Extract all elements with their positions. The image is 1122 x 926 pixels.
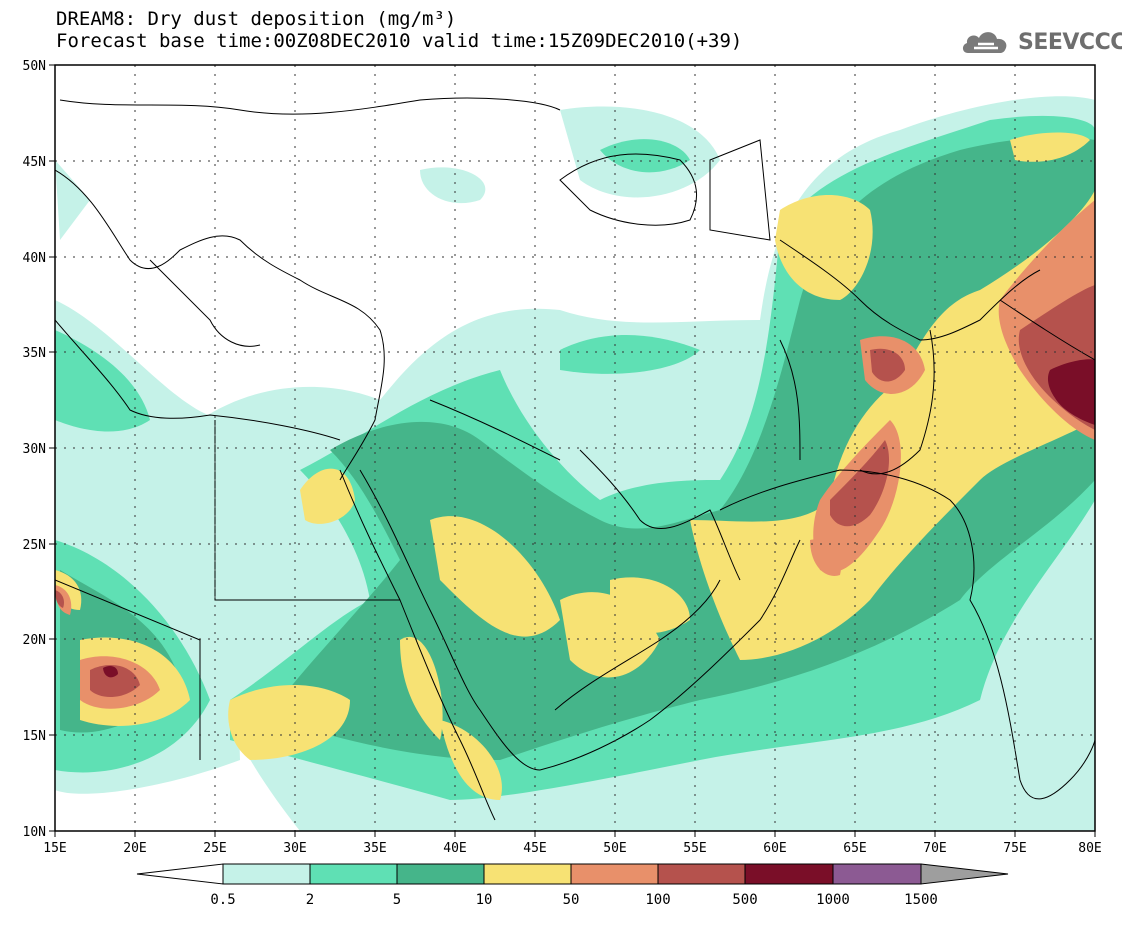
pakistan-border [859, 329, 935, 475]
borders [55, 97, 1095, 821]
iran-india-coast [719, 469, 1095, 800]
legend-swatch-1 [222, 863, 311, 885]
lat-label: 15N [23, 729, 46, 744]
graticule [55, 65, 1095, 831]
lon-label: 60E [763, 841, 786, 856]
legend-swatch-above [920, 863, 1009, 885]
red-sea-east-coast [359, 469, 541, 771]
lat-label: 10N [23, 825, 46, 840]
lat-label: 35N [23, 346, 46, 361]
red-sea-west-coast [339, 469, 496, 821]
lon-label: 15E [43, 841, 66, 856]
lon-label: 75E [1003, 841, 1026, 856]
legend-label: 1000 [816, 892, 850, 908]
legend-swatch-5 [570, 863, 659, 885]
legend-swatch-3 [396, 863, 485, 885]
mediterranean-coast-north [55, 169, 385, 481]
aral-region-border [709, 139, 771, 241]
lon-label: 25E [203, 841, 226, 856]
lon-label: 80E [1078, 841, 1101, 856]
north-africa-coast [55, 319, 341, 441]
logo-text: SEEVCCC [1018, 29, 1122, 55]
legend-swatch-6 [657, 863, 746, 885]
legend-label: 2 [306, 892, 314, 908]
legend-label: 0.5 [210, 892, 235, 908]
persian-gulf-coast [579, 449, 741, 581]
central-asia-border [779, 239, 1041, 341]
map-title: DREAM8: Dry dust deposition (mg/m³) [56, 8, 457, 30]
tick-marks [49, 64, 1096, 837]
lon-label: 40E [443, 841, 466, 856]
yemen-oman-border [554, 579, 721, 711]
dust-level-500 [103, 359, 1095, 678]
color-legend [136, 863, 1009, 885]
lon-label: 45E [523, 841, 546, 856]
lat-label: 25N [23, 538, 46, 553]
lon-label: 70E [923, 841, 946, 856]
iraq-border [429, 399, 561, 461]
lon-label: 55E [683, 841, 706, 856]
dust-field [55, 96, 1095, 831]
himalaya-border [999, 299, 1095, 361]
legend-labels: 0.5 2 5 10 50 100 500 1000 1500 [210, 892, 938, 908]
legend-swatch-4 [483, 863, 572, 885]
legend-swatch-2 [309, 863, 398, 885]
legend-label: 10 [476, 892, 493, 908]
lon-label: 20E [123, 841, 146, 856]
lon-labels: 15E 20E 25E 30E 35E 40E 45E 50E 55E 60E … [43, 841, 1101, 856]
legend-swatch-8 [832, 863, 922, 885]
lon-label: 30E [283, 841, 306, 856]
lat-label: 45N [23, 155, 46, 170]
legend-label: 1500 [904, 892, 938, 908]
lon-label: 65E [843, 841, 866, 856]
europe-borders [59, 97, 561, 115]
arabia-south-coast [539, 539, 801, 771]
greece-outline [149, 259, 261, 347]
map-subtitle: Forecast base time:00Z08DEC2010 valid ti… [56, 30, 743, 52]
legend-swatch-below [136, 863, 224, 885]
seevccc-logo: SEEVCCC [960, 22, 1122, 62]
lat-labels: 50N 45N 40N 35N 30N 25N 20N 15N 10N [23, 59, 46, 840]
legend-label: 100 [645, 892, 670, 908]
lon-label: 35E [363, 841, 386, 856]
lat-label: 40N [23, 251, 46, 266]
legend-swatch-7 [744, 863, 834, 885]
lon-label: 50E [603, 841, 626, 856]
sahel-border [55, 579, 201, 760]
lat-label: 20N [23, 633, 46, 648]
lat-label: 30N [23, 442, 46, 457]
legend-label: 5 [393, 892, 401, 908]
lat-label: 50N [23, 59, 46, 74]
legend-label: 50 [563, 892, 580, 908]
legend-label: 500 [732, 892, 757, 908]
cloud-icon [962, 32, 1007, 53]
iran-afghan-border [779, 339, 801, 461]
